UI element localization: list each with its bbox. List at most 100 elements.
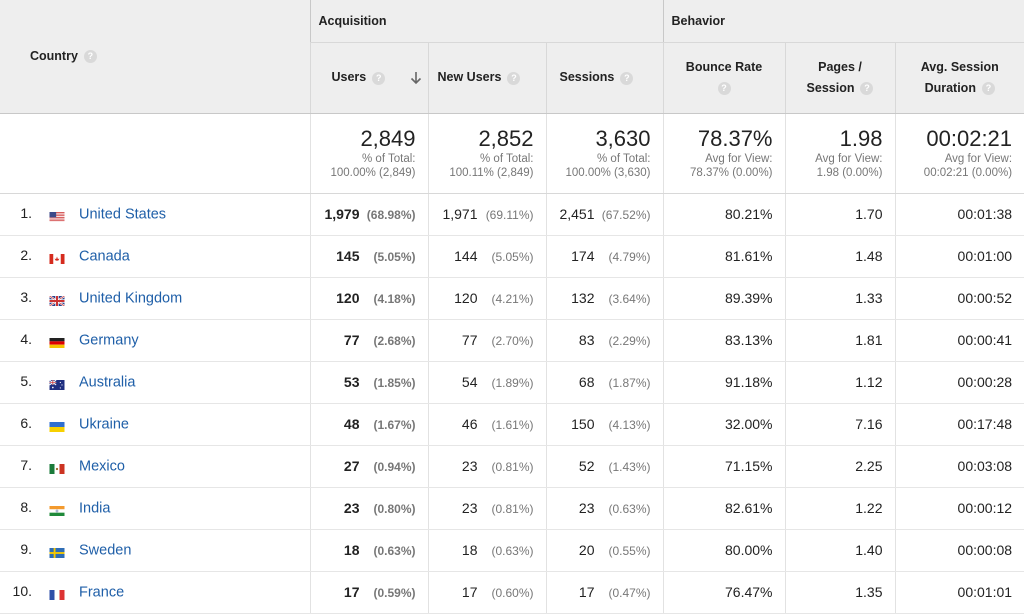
country-cell: 8.India xyxy=(0,487,310,529)
users-percent: (5.05%) xyxy=(364,250,416,264)
pages-per-session-cell: 7.16 xyxy=(785,403,895,445)
avg-session-duration-cell: 00:17:48 xyxy=(895,403,1024,445)
total-caption: Avg for View: xyxy=(786,152,883,166)
bounce-rate-cell: 71.15% xyxy=(663,445,785,487)
users-percent: (1.85%) xyxy=(364,376,416,390)
sessions-percent: (2.29%) xyxy=(599,334,651,348)
country-link[interactable]: Canada xyxy=(79,249,130,265)
users-value: 77 xyxy=(344,332,360,348)
country-link[interactable]: United States xyxy=(79,207,166,223)
column-header-new-users[interactable]: New Users? xyxy=(428,42,546,113)
pages-per-session-cell: 1.12 xyxy=(785,361,895,403)
users-cell: 145(5.05%) xyxy=(310,235,428,277)
users-percent: (4.18%) xyxy=(364,292,416,306)
country-link[interactable]: France xyxy=(79,585,124,601)
column-header-label: Session xyxy=(807,81,855,95)
sessions-cell: 174(4.79%) xyxy=(546,235,663,277)
column-header-sessions[interactable]: Sessions? xyxy=(546,42,663,113)
sessions-value: 2,451 xyxy=(559,206,594,222)
totals-blank xyxy=(0,113,310,193)
sessions-cell: 68(1.87%) xyxy=(546,361,663,403)
new-users-value: 23 xyxy=(462,500,478,516)
sessions-cell: 52(1.43%) xyxy=(546,445,663,487)
total-caption: % of Total: xyxy=(547,152,651,166)
help-icon[interactable]: ? xyxy=(860,82,873,95)
users-percent: (1.67%) xyxy=(364,418,416,432)
column-header-users[interactable]: Users? xyxy=(310,42,428,113)
help-icon[interactable]: ? xyxy=(372,72,385,85)
country-link[interactable]: Germany xyxy=(79,333,139,349)
flag-in-icon xyxy=(49,503,67,515)
users-value: 120 xyxy=(336,290,359,306)
users-percent: (0.59%) xyxy=(364,586,416,600)
column-header-country[interactable]: Country? xyxy=(0,0,310,113)
help-icon[interactable]: ? xyxy=(718,82,731,95)
sort-descending-icon[interactable] xyxy=(410,71,422,85)
row-rank: 6. xyxy=(0,415,32,431)
country-link[interactable]: Sweden xyxy=(79,543,131,559)
users-cell: 53(1.85%) xyxy=(310,361,428,403)
row-rank: 10. xyxy=(0,583,32,599)
totals-row: 2,849 % of Total: 100.00% (2,849) 2,852 … xyxy=(0,113,1024,193)
new-users-cell: 77(2.70%) xyxy=(428,319,546,361)
country-link[interactable]: Ukraine xyxy=(79,417,129,433)
bounce-rate-cell: 89.39% xyxy=(663,277,785,319)
users-cell: 23(0.80%) xyxy=(310,487,428,529)
new-users-percent: (0.81%) xyxy=(482,460,534,474)
help-icon[interactable]: ? xyxy=(507,72,520,85)
sessions-cell: 83(2.29%) xyxy=(546,319,663,361)
new-users-percent: (4.21%) xyxy=(482,292,534,306)
sessions-percent: (1.87%) xyxy=(599,376,651,390)
new-users-value: 17 xyxy=(462,584,478,600)
country-cell: 4.Germany xyxy=(0,319,310,361)
avg-session-duration-cell: 00:01:38 xyxy=(895,193,1024,235)
total-pages-per-session: 1.98 Avg for View: 1.98 (0.00%) xyxy=(785,113,895,193)
help-icon[interactable]: ? xyxy=(84,50,97,63)
new-users-cell: 144 (5.05%) xyxy=(428,235,546,277)
flag-gb-icon xyxy=(49,293,67,305)
pages-per-session-cell: 1.33 xyxy=(785,277,895,319)
help-icon[interactable]: ? xyxy=(620,72,633,85)
sessions-percent: (67.52%) xyxy=(599,208,651,222)
avg-session-duration-cell: 00:00:28 xyxy=(895,361,1024,403)
sessions-value: 132 xyxy=(571,290,594,306)
users-cell: 27(0.94%) xyxy=(310,445,428,487)
country-link[interactable]: Australia xyxy=(79,375,135,391)
sessions-percent: (4.79%) xyxy=(599,250,651,264)
country-link[interactable]: Mexico xyxy=(79,459,125,475)
avg-session-duration-cell: 00:01:01 xyxy=(895,571,1024,613)
column-header-avg-session-duration[interactable]: Avg. Session Duration? xyxy=(895,42,1024,113)
total-value: 1.98 xyxy=(786,126,883,152)
country-link[interactable]: United Kingdom xyxy=(79,291,182,307)
avg-session-duration-cell: 00:00:41 xyxy=(895,319,1024,361)
row-rank: 1. xyxy=(0,205,32,221)
new-users-value: 120 xyxy=(454,290,477,306)
help-icon[interactable]: ? xyxy=(982,82,995,95)
sessions-value: 150 xyxy=(571,416,594,432)
new-users-percent: (1.89%) xyxy=(482,376,534,390)
total-caption: % of Total: xyxy=(429,152,534,166)
new-users-value: 144 xyxy=(454,248,477,264)
users-cell: 77(2.68%) xyxy=(310,319,428,361)
total-caption: % of Total: xyxy=(311,152,416,166)
column-header-bounce-rate[interactable]: Bounce Rate ? xyxy=(663,42,785,113)
column-header-pages-per-session[interactable]: Pages / Session? xyxy=(785,42,895,113)
new-users-percent: (5.05%) xyxy=(482,250,534,264)
avg-session-duration-cell: 00:00:12 xyxy=(895,487,1024,529)
new-users-value: 77 xyxy=(462,332,478,348)
total-caption: Avg for View: xyxy=(896,152,1013,166)
total-value: 00:02:21 xyxy=(896,126,1013,152)
country-link[interactable]: India xyxy=(79,501,110,517)
pages-per-session-cell: 1.22 xyxy=(785,487,895,529)
new-users-value: 46 xyxy=(462,416,478,432)
avg-session-duration-cell: 00:01:00 xyxy=(895,235,1024,277)
sessions-cell: 132(3.64%) xyxy=(546,277,663,319)
pages-per-session-cell: 1.70 xyxy=(785,193,895,235)
total-value: 78.37% xyxy=(664,126,773,152)
sessions-cell: 150(4.13%) xyxy=(546,403,663,445)
